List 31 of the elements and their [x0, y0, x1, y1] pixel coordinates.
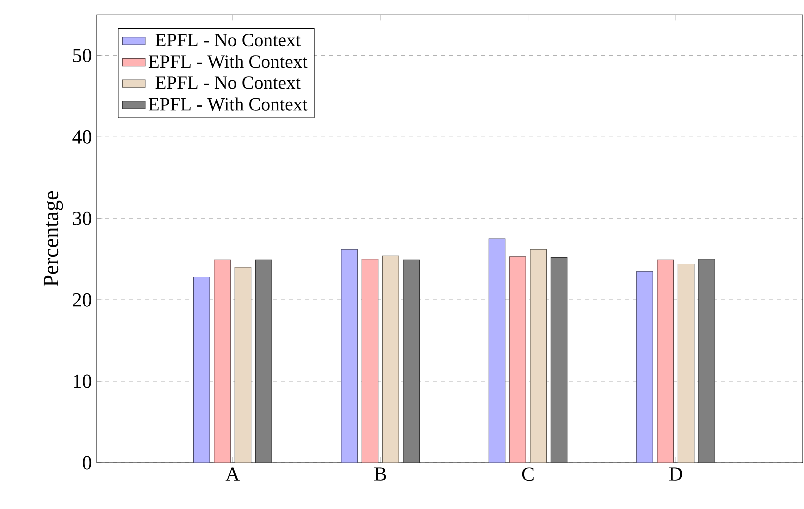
bar — [341, 249, 358, 463]
bar — [193, 277, 210, 463]
x-tick-label: C — [522, 468, 534, 482]
y-tick-label: 0 — [83, 456, 92, 470]
y-axis-title: Percentage — [44, 192, 64, 287]
legend-label: EPFL - No Context — [156, 76, 301, 90]
bar — [550, 257, 568, 463]
x-tick-label: D — [669, 468, 682, 481]
bar — [362, 259, 379, 463]
legend-label: EPFL - No Context — [156, 34, 301, 47]
x-tick-label: A — [226, 468, 240, 481]
x-tick-label: B — [374, 468, 386, 481]
bar — [510, 256, 526, 463]
legend-label: EPFL - With Context — [148, 55, 308, 68]
y-tick-label: 50 — [73, 48, 92, 62]
bar — [698, 259, 716, 463]
bar — [678, 264, 695, 463]
bar — [234, 267, 252, 463]
bar — [636, 271, 654, 463]
y-tick-label: 30 — [73, 212, 92, 226]
bar — [256, 260, 272, 463]
y-tick-label: 20 — [73, 293, 92, 307]
bar — [530, 249, 548, 463]
y-tick-label: 40 — [72, 130, 92, 144]
y-tick-label: 10 — [74, 374, 92, 388]
bar — [488, 238, 506, 463]
bar — [382, 256, 400, 463]
bar — [403, 260, 420, 463]
bar — [214, 260, 231, 463]
bar — [657, 260, 674, 463]
legend-label: EPFL - With Context — [148, 98, 308, 111]
